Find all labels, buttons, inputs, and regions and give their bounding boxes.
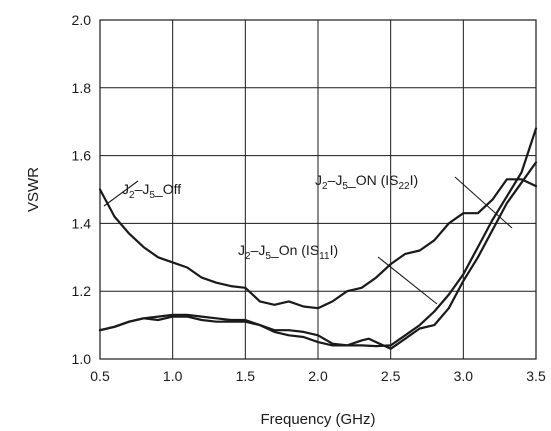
label-j2-j5-on-s11: J2–J5_On (IS11I) xyxy=(238,242,338,262)
y-tick-labels: 1.0 1.2 1.4 1.6 1.8 2.0 xyxy=(72,12,92,367)
annotation-text-part: 5 xyxy=(149,190,155,201)
x-tick-labels: 0.5 1.0 1.5 2.0 2.5 3.0 3.5 xyxy=(90,368,546,384)
annotation-text-part: –J xyxy=(328,172,343,188)
annotation-text-part: 11 xyxy=(319,251,330,262)
annotation-text-part: 5 xyxy=(265,251,271,262)
annotation-text-part: J xyxy=(315,172,322,188)
x-tick-label: 2.5 xyxy=(381,368,401,384)
annotation-text-part: I) xyxy=(410,172,419,188)
annotation-text-part: 5 xyxy=(342,181,348,192)
x-tick-label: 1.5 xyxy=(236,368,256,384)
x-tick-label: 3.5 xyxy=(526,368,546,384)
annotation-leader-line xyxy=(377,256,438,305)
annotation-text-part: 2 xyxy=(322,181,328,192)
annotation-text-part: 22 xyxy=(399,181,411,192)
y-tick-label: 1.6 xyxy=(72,148,92,164)
annotation-text-part: _Off xyxy=(154,181,181,197)
annotation-text-part: _ON (IS xyxy=(347,172,399,188)
annotation-text-part: _On (IS xyxy=(270,242,319,258)
curve-j2-j5-on-s22 xyxy=(98,127,538,348)
y-axis-label: VSWR xyxy=(25,167,42,212)
annotation-text-part: 2 xyxy=(245,251,251,262)
annotation-text-part: I) xyxy=(330,242,339,258)
curve-j2-j5-on-s11 xyxy=(98,161,538,350)
y-tick-label: 2.0 xyxy=(72,12,92,28)
annotation-text-part: –J xyxy=(135,181,150,197)
x-tick-label: 1.0 xyxy=(163,368,183,384)
annotation-leader-line xyxy=(454,176,513,229)
y-tick-label: 1.8 xyxy=(72,80,92,96)
series-curves xyxy=(98,127,538,350)
x-tick-label: 3.0 xyxy=(454,368,474,384)
x-axis-label: Frequency (GHz) xyxy=(260,411,375,428)
y-tick-label: 1.4 xyxy=(72,215,92,231)
y-tick-label: 1.2 xyxy=(72,283,92,299)
annotation-text-part: J xyxy=(238,242,245,258)
annotation-text-part: 2 xyxy=(129,190,135,201)
annotation-text-part: J xyxy=(122,181,129,197)
y-tick-label: 1.0 xyxy=(72,351,92,367)
annotation-text-part: –J xyxy=(251,242,266,258)
annotation-leader-line xyxy=(103,180,139,207)
curve-j2-j5-off xyxy=(98,178,538,310)
x-tick-label: 0.5 xyxy=(90,368,110,384)
x-tick-label: 2.0 xyxy=(308,368,328,384)
label-j2-j5-on-s22: J2–J5_ON (IS22I) xyxy=(315,172,418,192)
label-j2-j5-off: J2–J5_Off xyxy=(122,181,181,201)
